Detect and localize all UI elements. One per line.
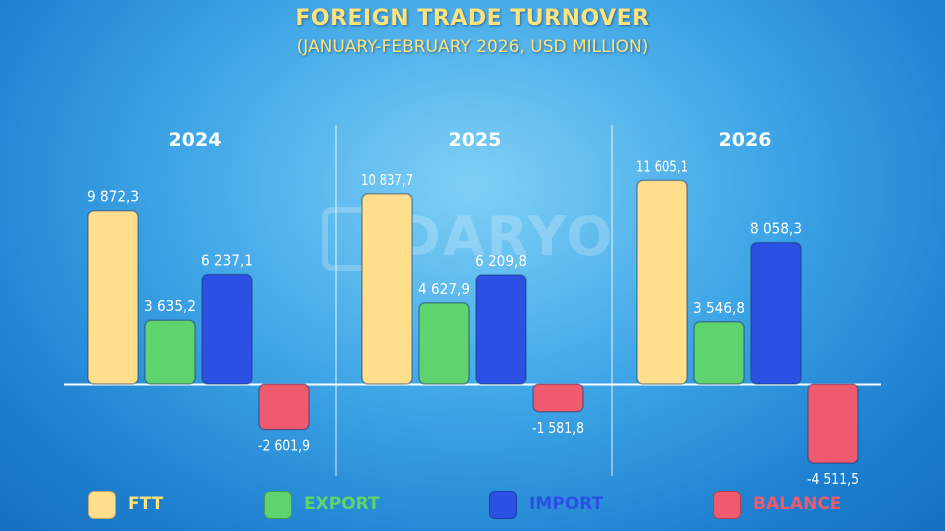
bar-import-2025 — [475, 274, 527, 385]
watermark: DARYO — [322, 203, 632, 273]
data-label-balance-2024: -2 601,9 — [258, 437, 310, 455]
legend-swatch-balance — [713, 491, 741, 519]
data-label-import-2025: 6 209,8 — [475, 252, 527, 270]
legend-swatch-export — [264, 491, 292, 519]
bar-balance-2025 — [532, 383, 584, 413]
data-label-ftt-2026: 11 605,1 — [636, 157, 688, 175]
bar-balance-2026 — [807, 383, 859, 464]
data-label-balance-2025: -1 581,8 — [532, 419, 584, 437]
category-label-2026: 2026 — [719, 129, 772, 151]
data-label-import-2026: 8 058,3 — [750, 220, 802, 238]
data-label-export-2025: 4 627,9 — [418, 280, 470, 298]
chart-subtitle: (JANUARY-FEBRUARY 2026, USD MILLION) — [296, 37, 649, 57]
bar-export-2025 — [418, 302, 470, 385]
bar-ftt-2026 — [636, 179, 688, 385]
legend-label-balance: BALANCE — [753, 494, 842, 514]
legend-swatch-ftt — [88, 491, 116, 519]
bar-export-2026 — [693, 321, 745, 385]
legend-label-import: IMPORT — [529, 494, 604, 514]
bar-ftt-2025 — [361, 193, 413, 385]
legend-swatch-import — [489, 491, 517, 519]
data-label-import-2024: 6 237,1 — [201, 252, 253, 270]
data-label-ftt-2024: 9 872,3 — [87, 188, 139, 206]
legend-label-ftt: FTT — [128, 494, 164, 514]
data-label-ftt-2025: 10 837,7 — [361, 171, 413, 189]
bar-import-2024 — [201, 273, 253, 385]
bar-balance-2024 — [258, 383, 310, 431]
bar-ftt-2024 — [87, 209, 139, 385]
category-label-2025: 2025 — [449, 129, 502, 151]
category-label-2024: 2024 — [169, 129, 222, 151]
data-label-export-2024: 3 635,2 — [144, 297, 196, 315]
bar-import-2026 — [750, 241, 802, 385]
watermark-text: DARYO — [396, 205, 615, 268]
legend-label-export: EXPORT — [304, 494, 380, 514]
chart-title: FOREIGN TRADE TURNOVER — [295, 6, 650, 31]
bar-export-2024 — [144, 319, 196, 385]
data-label-balance-2026: -4 511,5 — [807, 470, 859, 488]
data-label-export-2026: 3 546,8 — [693, 299, 745, 317]
